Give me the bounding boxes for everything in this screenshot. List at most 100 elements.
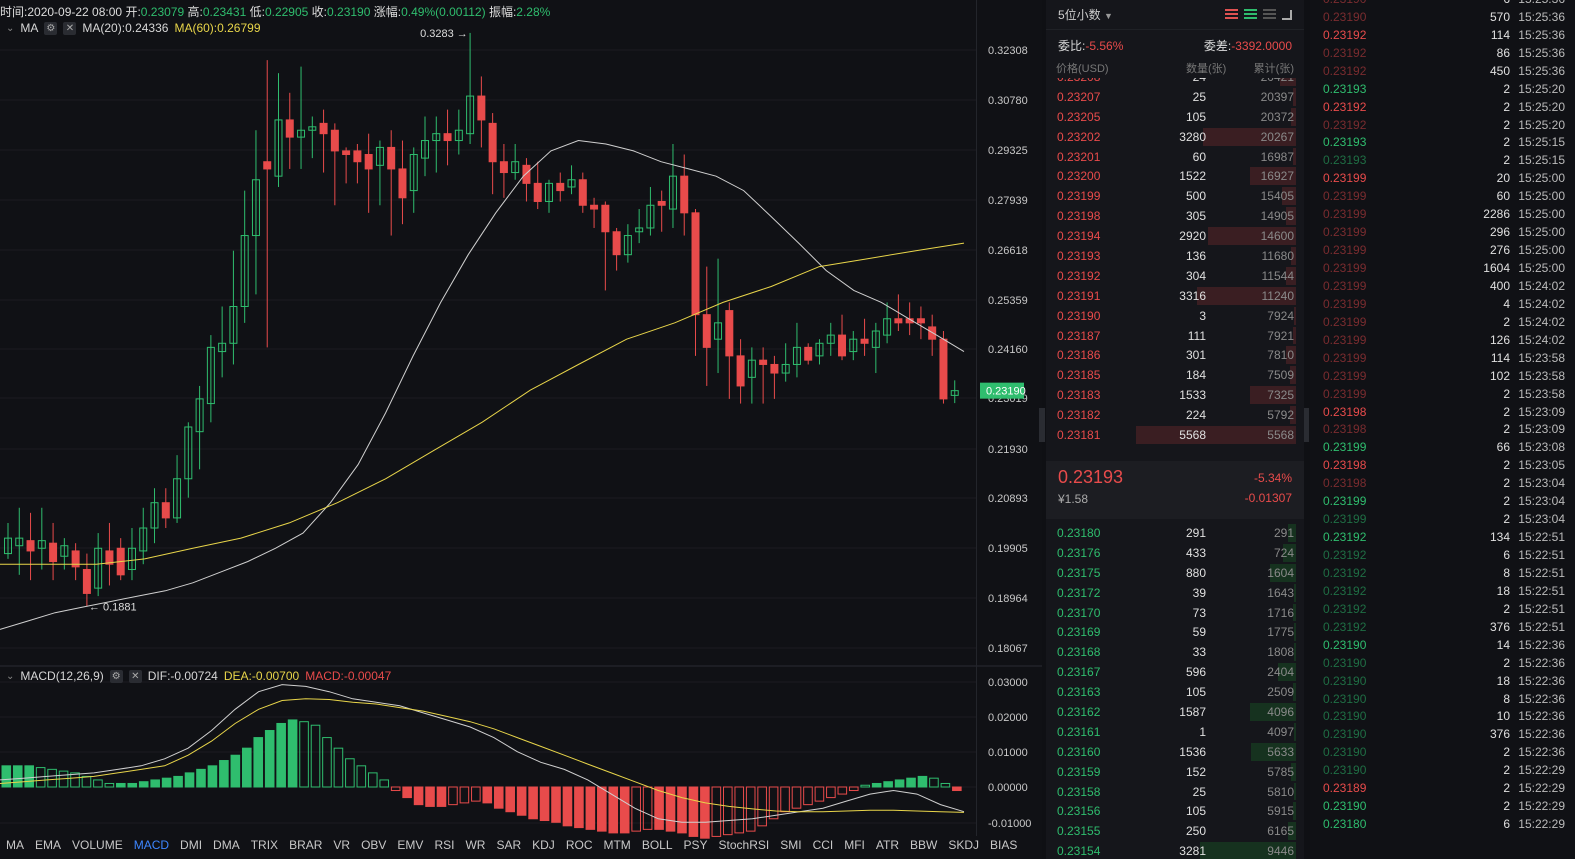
tab-vr[interactable]: VR bbox=[333, 838, 351, 852]
tab-ma[interactable]: MA bbox=[6, 838, 24, 852]
tab-dma[interactable]: DMA bbox=[213, 838, 240, 852]
bids-only-view-icon[interactable] bbox=[1244, 9, 1257, 20]
close-icon[interactable]: ✕ bbox=[128, 669, 142, 683]
tab-wr[interactable]: WR bbox=[465, 838, 486, 852]
gear-icon[interactable]: ⚙ bbox=[44, 21, 58, 35]
trade-time: 15:25:00 bbox=[1518, 207, 1565, 222]
chevron-down-icon[interactable]: ⌄ bbox=[6, 670, 15, 682]
ask-row[interactable]: 0.23202 3280 20267 bbox=[1046, 127, 1304, 147]
tab-obv[interactable]: OBV bbox=[361, 838, 387, 852]
ask-row[interactable]: 0.232082420421 bbox=[1046, 78, 1304, 87]
tab-atr[interactable]: ATR bbox=[875, 838, 900, 852]
tab-mtm[interactable]: MTM bbox=[603, 838, 631, 852]
tab-psy[interactable]: PSY bbox=[683, 838, 708, 852]
tab-rsi[interactable]: RSI bbox=[434, 838, 455, 852]
macd-histogram-bar bbox=[310, 724, 321, 788]
ask-row[interactable]: 0.23185 184 7509 bbox=[1046, 365, 1304, 385]
tab-trix[interactable]: TRIX bbox=[250, 838, 279, 852]
bid-row[interactable]: 0.23175 880 1604 bbox=[1046, 563, 1304, 583]
expand-icon[interactable] bbox=[1282, 9, 1292, 20]
ask-row[interactable]: 0.23199 500 15405 bbox=[1046, 186, 1304, 206]
bid-row[interactable]: 0.23172 39 1643 bbox=[1046, 583, 1304, 603]
macd-histogram-bar bbox=[242, 747, 252, 788]
ask-row[interactable]: 0.23186 301 7810 bbox=[1046, 345, 1304, 365]
trade-time: 15:25:36 bbox=[1518, 45, 1565, 60]
bid-row[interactable]: 0.23155 250 6165 bbox=[1046, 821, 1304, 841]
price-axis-label: 0.20893 bbox=[988, 493, 1028, 505]
tab-cci[interactable]: CCI bbox=[812, 838, 834, 852]
tab-emv[interactable]: EMV bbox=[397, 838, 424, 852]
tab-bias[interactable]: BIAS bbox=[990, 838, 1018, 852]
high-value: 0.23431 bbox=[202, 5, 247, 19]
collapse-chart-handle[interactable] bbox=[1039, 408, 1045, 442]
bid-row[interactable]: 0.23160 1536 5633 bbox=[1046, 742, 1304, 762]
macd-histogram-bar bbox=[436, 786, 447, 807]
bid-row[interactable]: 0.23180 291 291 bbox=[1046, 523, 1304, 543]
ask-row[interactable]: 0.23194 2920 14600 bbox=[1046, 226, 1304, 246]
bid-row[interactable]: 0.23154 3281 9446 bbox=[1046, 841, 1304, 859]
tab-kdj[interactable]: KDJ bbox=[532, 838, 555, 852]
tab-sar[interactable]: SAR bbox=[496, 838, 522, 852]
tab-boll[interactable]: BOLL bbox=[641, 838, 673, 852]
bid-row[interactable]: 0.23176 433 724 bbox=[1046, 543, 1304, 563]
tab-macd[interactable]: MACD bbox=[133, 838, 170, 852]
kline-chart-canvas[interactable]: 0.32308 0.30780 0.29325 0.27939 0.26618 0.253… bbox=[0, 0, 1042, 859]
ratio-value: -5.56% bbox=[1085, 38, 1124, 53]
candle-body bbox=[364, 154, 373, 170]
close-icon[interactable]: ✕ bbox=[63, 21, 77, 35]
asks-only-view-icon[interactable] bbox=[1263, 9, 1276, 20]
depth-bar bbox=[1283, 543, 1296, 562]
tab-ema[interactable]: EMA bbox=[35, 838, 62, 852]
trade-price: 0.23199 bbox=[1323, 296, 1367, 311]
trade-qty: 102 bbox=[1489, 368, 1510, 383]
tab-stochrsi[interactable]: StochRSI bbox=[718, 838, 770, 852]
trade-row: 0.23192 114 15:25:36 bbox=[1310, 26, 1575, 44]
ask-row[interactable]: 0.23201 60 16987 bbox=[1046, 147, 1304, 167]
tab-brar[interactable]: BRAR bbox=[289, 838, 323, 852]
bid-row[interactable]: 0.23159 152 5785 bbox=[1046, 762, 1304, 782]
bid-row[interactable]: 0.23163 105 2509 bbox=[1046, 682, 1304, 702]
tab-smi[interactable]: SMI bbox=[780, 838, 802, 852]
ask-row[interactable]: 0.23207 25 20397 bbox=[1046, 87, 1304, 107]
ma-indicator-name: MA bbox=[20, 21, 39, 35]
bid-row[interactable]: 0.23156 105 5915 bbox=[1046, 801, 1304, 821]
tab-bbw[interactable]: BBW bbox=[910, 838, 938, 852]
ask-row[interactable]: 0.23182 224 5792 bbox=[1046, 405, 1304, 425]
ask-row[interactable]: 0.23192 304 11544 bbox=[1046, 266, 1304, 286]
ask-row[interactable]: 0.23183 1533 7325 bbox=[1046, 385, 1304, 405]
collapse-orderbook-handle[interactable] bbox=[1303, 408, 1309, 442]
ask-row[interactable]: 0.23198 305 14905 bbox=[1046, 206, 1304, 226]
candle-body bbox=[544, 182, 553, 202]
bid-row[interactable]: 0.23158 25 5810 bbox=[1046, 782, 1304, 802]
trade-row: 0.23199 4 15:24:02 bbox=[1310, 295, 1575, 313]
bid-row[interactable]: 0.23162 1587 4096 bbox=[1046, 702, 1304, 722]
bid-row[interactable]: 0.23167 596 2404 bbox=[1046, 662, 1304, 682]
ask-row[interactable]: 0.23205 105 20372 bbox=[1046, 107, 1304, 127]
tab-skdj[interactable]: SKDJ bbox=[948, 838, 980, 852]
candle-body bbox=[871, 330, 880, 348]
ask-row[interactable]: 0.23190 3 7924 bbox=[1046, 306, 1304, 326]
gear-icon[interactable]: ⚙ bbox=[109, 669, 123, 683]
bid-row[interactable]: 0.23168 33 1808 bbox=[1046, 642, 1304, 662]
tab-roc[interactable]: ROC bbox=[565, 838, 593, 852]
ask-row[interactable]: 0.23187 111 7921 bbox=[1046, 326, 1304, 346]
ask-qty: 184 bbox=[1185, 368, 1206, 383]
ask-row[interactable]: 0.23200 1522 16927 bbox=[1046, 166, 1304, 186]
candle-body bbox=[601, 204, 610, 233]
chevron-down-icon[interactable]: ⌄ bbox=[6, 22, 15, 34]
decimal-precision-select[interactable]: 5位小数 ▼ bbox=[1058, 6, 1113, 23]
both-sides-view-icon[interactable] bbox=[1225, 9, 1238, 20]
bid-row[interactable]: 0.23169 59 1775 bbox=[1046, 622, 1304, 642]
tab-volume[interactable]: VOLUME bbox=[72, 838, 123, 852]
bid-row[interactable]: 0.23170 73 1716 bbox=[1046, 603, 1304, 623]
ask-qty: 24 bbox=[1136, 78, 1206, 84]
bid-row[interactable]: 0.23161 1 4097 bbox=[1046, 722, 1304, 742]
trade-price: 0.23199 bbox=[1323, 494, 1367, 509]
ask-row[interactable]: 0.23181 5568 5568 bbox=[1046, 425, 1304, 445]
ask-row[interactable]: 0.23193 136 11680 bbox=[1046, 246, 1304, 266]
tab-dmi[interactable]: DMI bbox=[180, 838, 203, 852]
ask-row[interactable]: 0.23191 3316 11240 bbox=[1046, 286, 1304, 306]
kline-chart-panel[interactable]: 0.32308 0.30780 0.29325 0.27939 0.26618 0.253… bbox=[0, 0, 1042, 859]
tab-mfi[interactable]: MFI bbox=[844, 838, 865, 852]
macd-histogram-bar bbox=[127, 782, 138, 788]
